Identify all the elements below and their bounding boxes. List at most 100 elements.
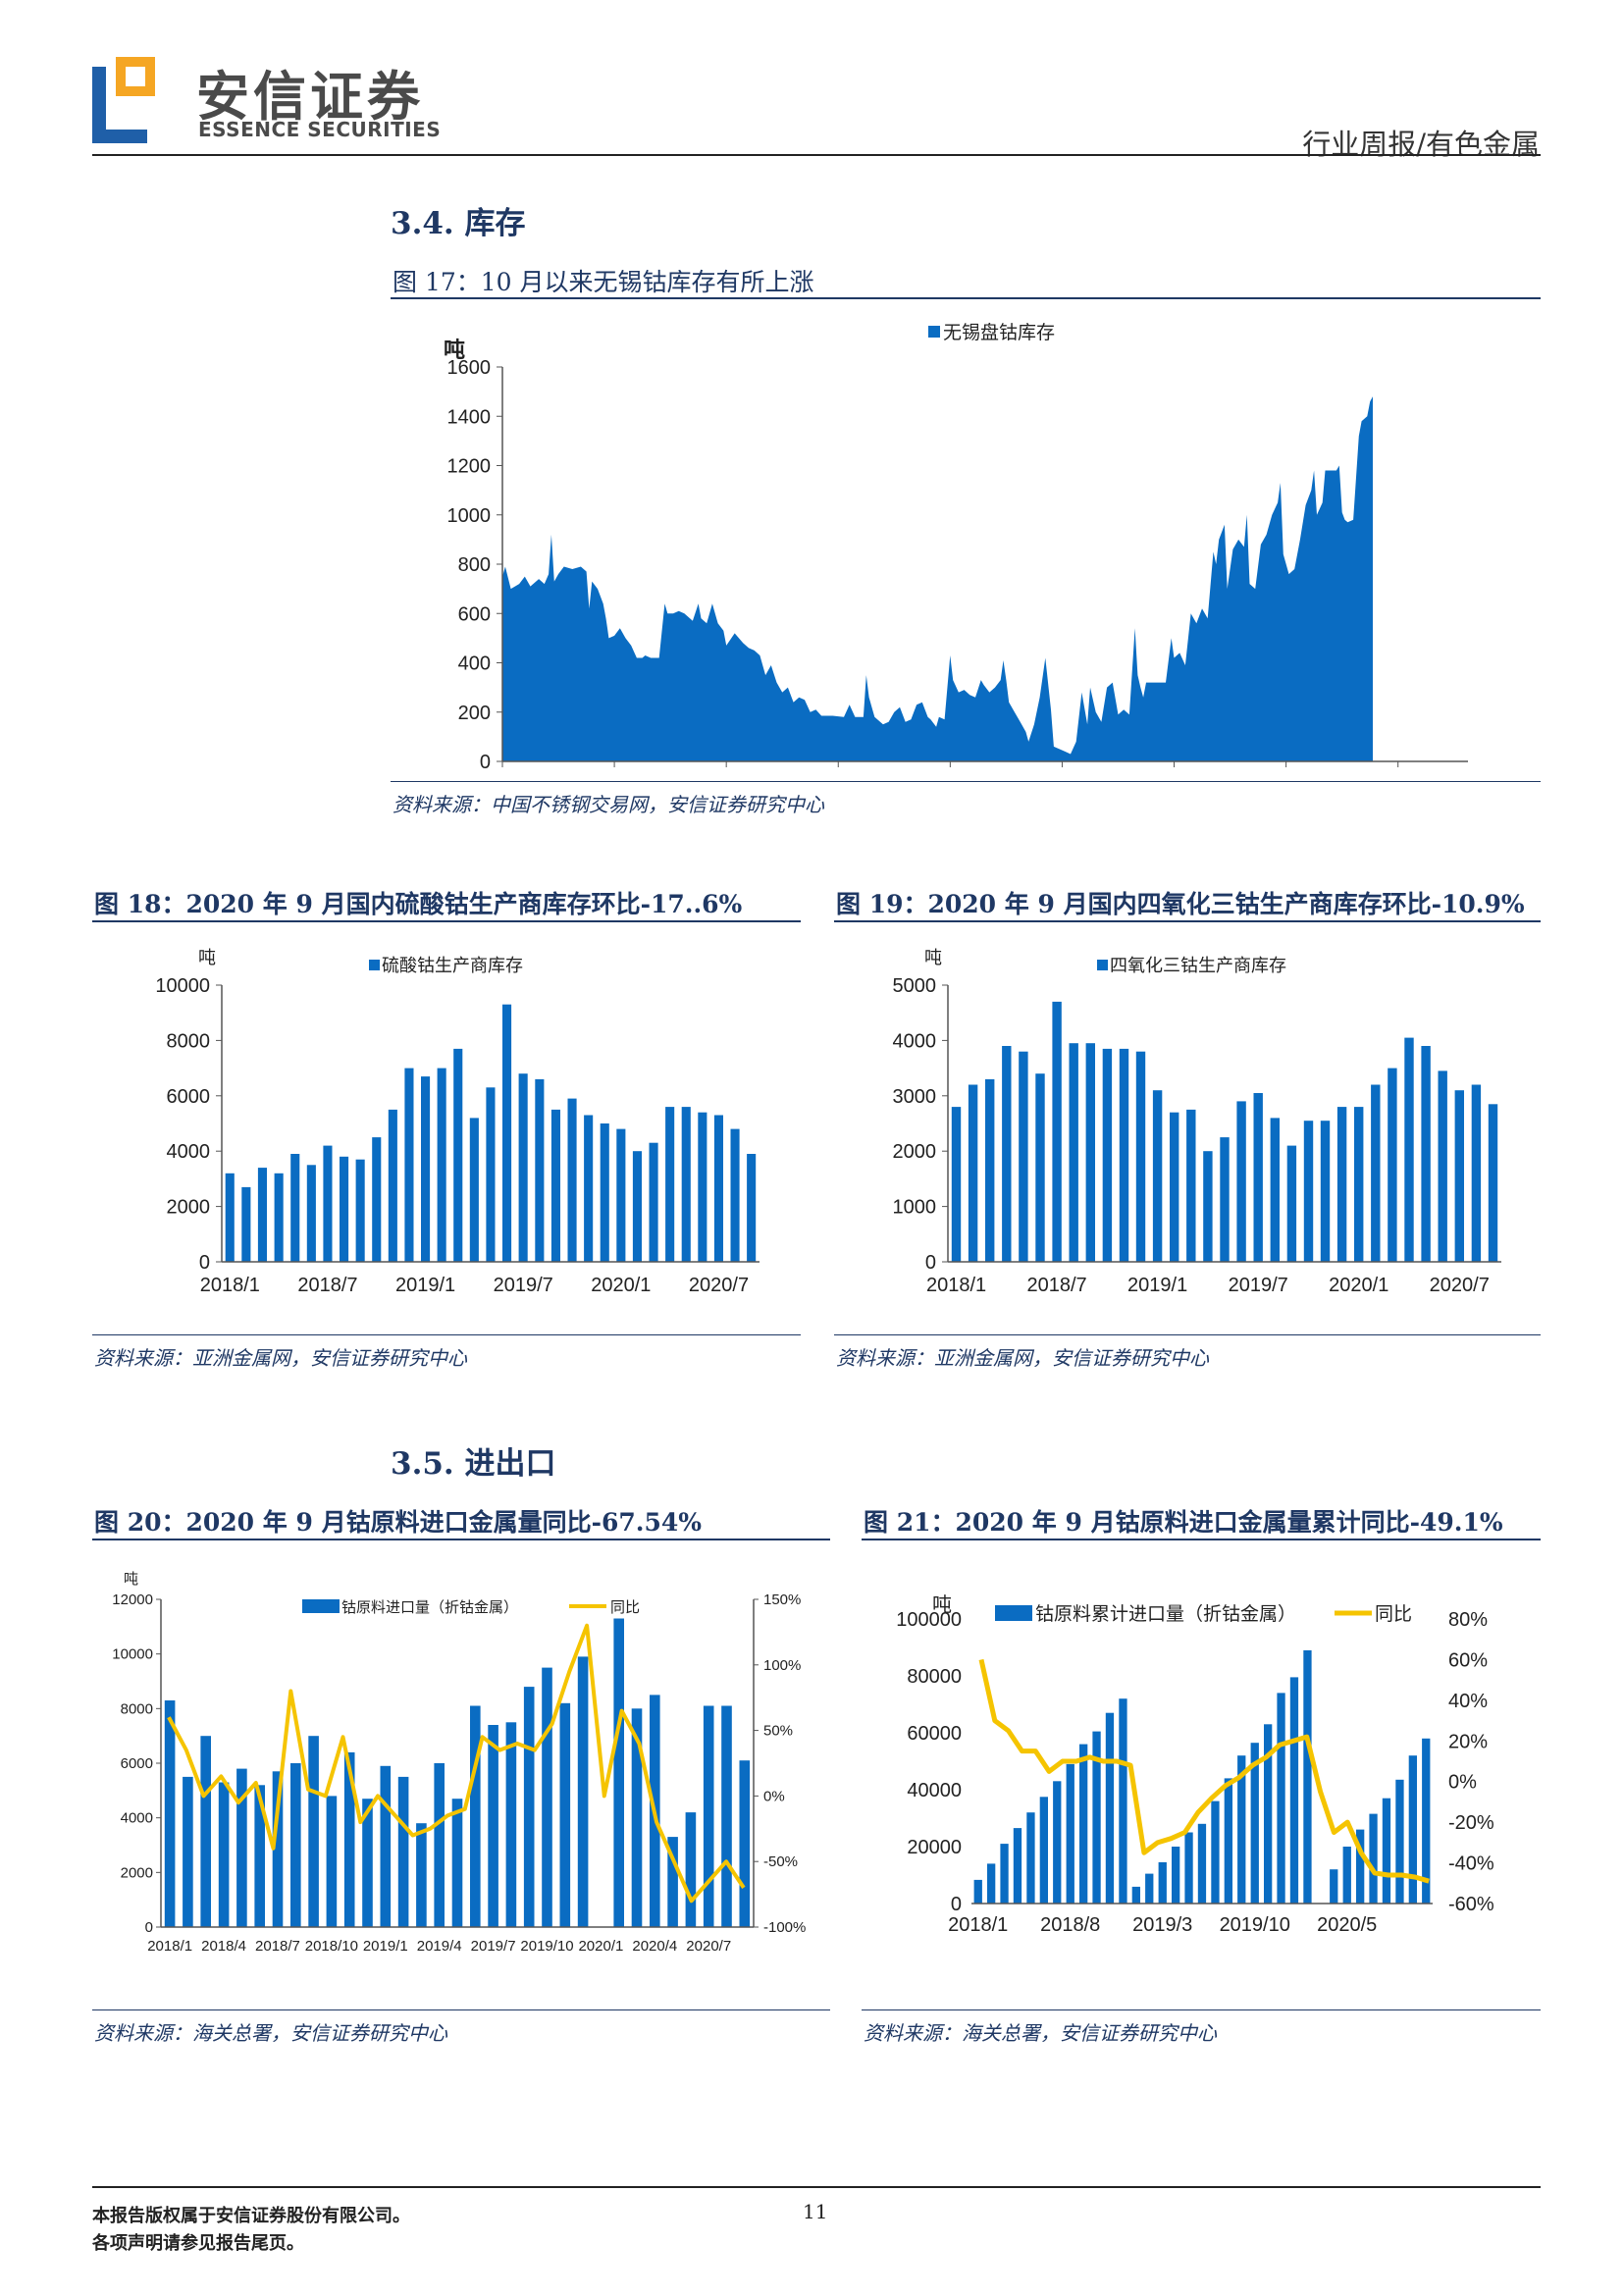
bar — [343, 1751, 355, 1927]
y2-tick-label: -100% — [763, 1919, 806, 1936]
section-title-inventory: 3.4. 库存 — [391, 206, 526, 241]
chart-cobalt-oxide-inventory: 0 1000 2000 3000 4000 5000 吨 2018/1 2018/7 2019/1… — [893, 948, 1501, 1296]
x-tick-label: 2018/1 — [200, 1275, 260, 1296]
logo-blue-base — [92, 130, 147, 143]
bar — [1369, 1813, 1378, 1904]
bar — [632, 1151, 642, 1262]
x-tick-label: 2019/7 — [471, 1938, 516, 1955]
bar — [1303, 1649, 1312, 1904]
bar — [372, 1137, 382, 1262]
x-tick-label: 2020/7 — [1430, 1275, 1490, 1296]
y-tick-label: 40000 — [907, 1780, 962, 1801]
line-yoy — [167, 1623, 746, 1904]
bar — [380, 1765, 392, 1927]
bar — [326, 1796, 338, 1927]
bar — [1000, 1844, 1009, 1904]
y-axis-unit: 吨 — [444, 338, 465, 362]
bar — [1277, 1693, 1285, 1904]
bar — [739, 1760, 751, 1927]
x-tick-label: 2018/1 — [147, 1938, 192, 1955]
bar — [1250, 1743, 1259, 1904]
report-category: 行业周报/有色金属 — [1302, 128, 1540, 161]
x-tick-label: 2018/7 — [255, 1938, 300, 1955]
figure-18-title: 图 18：2020 年 9 月国内硫酸钴生产商库存环比-17..6% — [94, 890, 743, 918]
bar — [1145, 1873, 1154, 1904]
bar — [584, 1115, 594, 1262]
y2-tick-label: 0% — [1448, 1772, 1477, 1794]
y-tick-label: 3000 — [893, 1086, 937, 1108]
bar — [1158, 1861, 1167, 1904]
y2-tick-label: 50% — [763, 1723, 793, 1740]
x-tick-label: 2019/4 — [417, 1938, 462, 1955]
x-tick-label: 2020/1 — [578, 1938, 623, 1955]
bar — [421, 1076, 431, 1262]
bar — [1404, 1037, 1414, 1262]
bar — [397, 1776, 409, 1927]
y2-tick-label: 60% — [1448, 1649, 1488, 1671]
x-tick-label: 2018/1 — [948, 1914, 1008, 1936]
bar — [987, 1863, 996, 1904]
bar — [183, 1776, 193, 1927]
bar — [1354, 1107, 1364, 1262]
footer-divider — [92, 2186, 1541, 2188]
bar — [437, 1068, 446, 1262]
figure-20-title: 图 20：2020 年 9 月钴原料进口金属量同比-67.54% — [94, 1508, 702, 1537]
y-axis-unit: 吨 — [932, 1593, 952, 1616]
x-tick-label: 2020/7 — [686, 1938, 731, 1955]
bar — [1220, 1137, 1230, 1262]
bar — [1131, 1886, 1140, 1904]
legend-swatch — [928, 326, 940, 338]
y2-tick-label: 0% — [763, 1788, 785, 1804]
bar — [1320, 1121, 1331, 1262]
header-divider — [92, 154, 1541, 156]
x-tick-label: 2019/1 — [395, 1275, 455, 1296]
bar — [453, 1048, 463, 1262]
bar — [1039, 1797, 1048, 1905]
y-tick-label: 0 — [480, 752, 491, 773]
bar — [973, 1879, 982, 1904]
bar — [1408, 1755, 1417, 1904]
x-tick-label: 2020/1 — [1144, 774, 1204, 775]
bar — [404, 1068, 414, 1262]
legend-label-line: 同比 — [1375, 1603, 1412, 1625]
bar — [469, 1118, 479, 1262]
bar — [1382, 1798, 1391, 1904]
x-tick-label: 2020/4 — [632, 1938, 677, 1955]
bar — [577, 1656, 589, 1927]
bar — [535, 1078, 545, 1262]
bar — [698, 1112, 707, 1262]
brand-logo-mark — [92, 57, 155, 143]
x-tick-label: 2018/10 — [305, 1938, 358, 1955]
figure-18-bottom-rule — [92, 1334, 801, 1335]
y2-tick-label: -20% — [1448, 1812, 1494, 1834]
bar — [1102, 1048, 1113, 1262]
bar — [272, 1771, 284, 1927]
y-tick-label: 1400 — [447, 406, 492, 428]
figure-21-bottom-rule — [862, 2009, 1541, 2010]
bar — [1053, 1781, 1062, 1904]
bar — [1135, 1051, 1146, 1262]
figure-21-source: 资料来源：海关总署，安信证券研究中心 — [864, 2021, 1217, 2045]
bar — [1002, 1046, 1012, 1262]
bar — [486, 1087, 496, 1262]
x-tick-label: 2020/7 — [689, 1275, 749, 1296]
figure-17-title: 图 17：10 月以来无锡钴库存有所上涨 — [393, 268, 814, 296]
y-tick-label: 200 — [458, 703, 491, 724]
bar — [613, 1618, 624, 1927]
bar — [523, 1687, 535, 1927]
y2-tick-label: -60% — [1448, 1894, 1494, 1915]
figure-17-bottom-rule — [391, 781, 1541, 782]
y-tick-label: 0 — [199, 1252, 210, 1274]
bar — [1236, 1101, 1246, 1262]
bar — [254, 1785, 265, 1927]
legend-swatch-bars — [995, 1605, 1032, 1621]
x-tick-label: 2018/1 — [472, 774, 532, 775]
bar — [730, 1128, 740, 1262]
bar — [616, 1128, 626, 1262]
y2-tick-label: -50% — [763, 1853, 798, 1870]
bar — [451, 1799, 463, 1927]
y-tick-label: 8000 — [167, 1030, 211, 1052]
bar — [1119, 1698, 1127, 1904]
bar — [1203, 1151, 1213, 1262]
bar — [290, 1154, 300, 1262]
